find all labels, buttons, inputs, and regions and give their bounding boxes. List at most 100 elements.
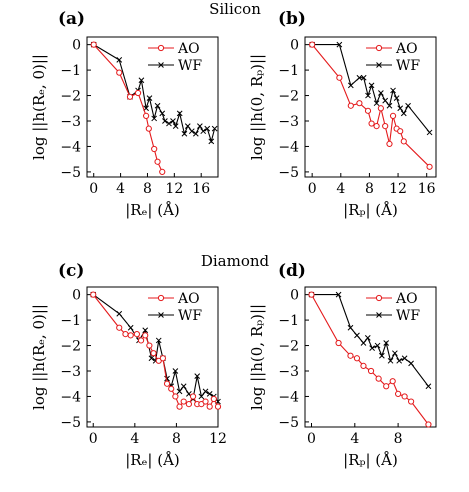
data-point-wf bbox=[383, 340, 390, 346]
data-point-wf bbox=[180, 383, 187, 390]
data-point-ao bbox=[90, 41, 97, 48]
series-wf bbox=[308, 291, 432, 390]
y-tick-label: −3 bbox=[278, 364, 299, 380]
x-tick-label: 8 bbox=[143, 181, 152, 197]
data-point-wf bbox=[154, 102, 161, 109]
data-point-ao bbox=[206, 403, 213, 410]
data-point-ao bbox=[356, 100, 363, 107]
data-point-wf bbox=[198, 393, 205, 400]
y-tick-label: −2 bbox=[278, 89, 299, 105]
data-point-ao bbox=[353, 355, 361, 362]
legend-marker bbox=[157, 294, 165, 302]
data-point-wf bbox=[166, 120, 172, 127]
y-tick-label: 0 bbox=[290, 38, 299, 54]
legend-marker bbox=[375, 44, 383, 52]
data-point-wf bbox=[176, 110, 183, 117]
data-point-wf bbox=[172, 368, 179, 374]
panels-layer: 0 4 8 12 16 0 −1 −2 −3 −4 −5 (a) |Rₑ| (Å) log ||h(Rₑ,… bbox=[30, 9, 437, 469]
y-tick-label: 0 bbox=[72, 288, 81, 304]
data-point-ao bbox=[400, 138, 407, 145]
x-tick-label: 16 bbox=[192, 181, 210, 197]
legend-label: WF bbox=[396, 58, 420, 74]
data-point-wf bbox=[151, 115, 158, 122]
y-tick-label: −5 bbox=[60, 165, 81, 181]
data-point-wf bbox=[386, 102, 393, 109]
data-point-wf bbox=[405, 102, 411, 109]
data-point-wf bbox=[373, 100, 380, 107]
data-point-wf bbox=[116, 310, 123, 317]
data-point-wf bbox=[365, 92, 371, 99]
series-ao bbox=[90, 41, 166, 176]
x-tick-label: 8 bbox=[394, 431, 403, 447]
legend-label: AO bbox=[177, 41, 200, 57]
x-tick-label: 16 bbox=[418, 181, 436, 197]
data-point-ao bbox=[142, 332, 149, 339]
x-tick-label: 12 bbox=[389, 181, 407, 197]
data-point-ao bbox=[364, 107, 372, 114]
panel-label: (c) bbox=[58, 261, 84, 281]
data-point-ao bbox=[386, 140, 393, 148]
panel-label: (a) bbox=[58, 9, 85, 29]
data-point-ao bbox=[145, 125, 152, 132]
legend-marker bbox=[157, 44, 165, 52]
data-point-wf bbox=[181, 130, 188, 137]
data-point-wf bbox=[146, 95, 153, 101]
series-ao bbox=[90, 291, 222, 410]
axes-frame bbox=[86, 286, 219, 428]
data-point-wf bbox=[194, 373, 201, 379]
data-point-ao bbox=[154, 158, 161, 165]
y-tick-label: −3 bbox=[60, 114, 81, 130]
data-point-wf bbox=[127, 324, 134, 331]
data-point-ao bbox=[389, 112, 397, 120]
y-tick-label: −5 bbox=[278, 165, 299, 181]
data-point-ao bbox=[382, 122, 389, 130]
x-tick-label: 8 bbox=[365, 181, 374, 197]
data-point-ao bbox=[127, 332, 134, 339]
data-point-ao bbox=[159, 355, 166, 362]
y-axis-label: log ||h(0, Rₚ)|| bbox=[248, 54, 266, 160]
data-point-ao bbox=[347, 102, 354, 109]
data-point-ao bbox=[407, 398, 415, 405]
data-point-ao bbox=[151, 145, 158, 153]
data-point-wf bbox=[162, 118, 168, 124]
data-point-ao bbox=[134, 89, 142, 97]
legend-marker bbox=[158, 312, 164, 318]
data-point-wf bbox=[401, 355, 408, 362]
x-tick-label: 4 bbox=[130, 431, 139, 447]
data-point-ao bbox=[180, 398, 187, 405]
data-point-ao bbox=[395, 390, 402, 398]
data-point-wf bbox=[425, 383, 432, 390]
data-point-wf bbox=[335, 291, 342, 298]
legend-marker bbox=[376, 312, 382, 318]
data-point-ao bbox=[137, 337, 145, 344]
axes-frame bbox=[86, 36, 219, 178]
data-point-ao bbox=[143, 112, 150, 120]
data-point-ao bbox=[172, 393, 179, 400]
data-point-wf bbox=[347, 82, 354, 89]
x-axis-label: |Rₚ| (Å) bbox=[343, 201, 398, 219]
panel-d: 0 4 8 0 −1 −2 −3 −4 −5 (d) |Rₚ| (Å) log ||h(0, Rₚ)|… bbox=[248, 261, 437, 469]
x-tick-label: 4 bbox=[350, 431, 359, 447]
data-point-wf bbox=[188, 128, 195, 135]
x-tick-label: 12 bbox=[165, 181, 183, 197]
y-tick-label: −2 bbox=[60, 339, 81, 355]
data-point-ao bbox=[146, 342, 153, 349]
y-axis-label: log ||h(Rₑ, 0)|| bbox=[30, 54, 48, 160]
y-tick-label: −4 bbox=[278, 389, 299, 405]
series-wf bbox=[309, 41, 433, 136]
data-point-wf bbox=[176, 388, 183, 395]
data-point-wf bbox=[336, 41, 343, 48]
series-line-wf bbox=[311, 294, 429, 387]
row-title-silicon: Silicon bbox=[209, 0, 261, 18]
y-tick-label: −4 bbox=[60, 389, 81, 405]
data-point-wf bbox=[116, 57, 123, 63]
y-tick-label: −4 bbox=[60, 139, 81, 155]
data-point-ao bbox=[168, 385, 175, 392]
data-point-wf bbox=[360, 74, 367, 81]
data-point-wf bbox=[211, 125, 218, 132]
data-point-ao bbox=[368, 120, 375, 127]
data-point-ao bbox=[373, 122, 380, 130]
x-tick-label: 0 bbox=[89, 181, 98, 197]
